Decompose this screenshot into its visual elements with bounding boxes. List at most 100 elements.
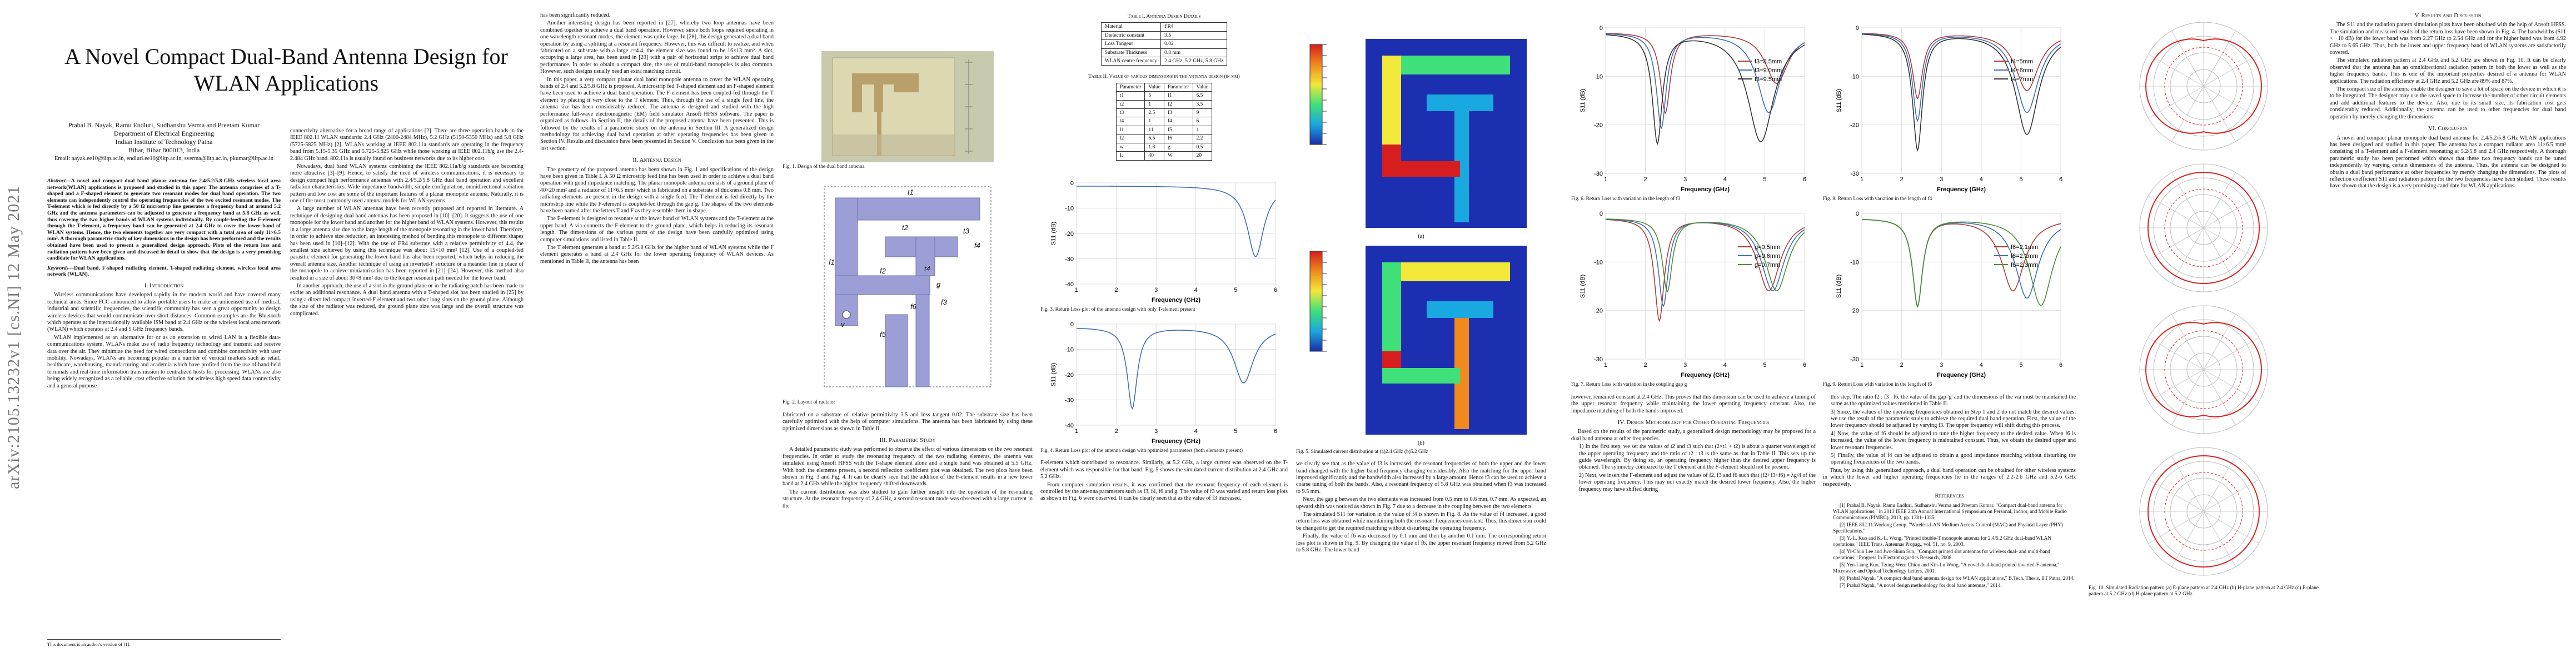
table-cell: 11: [1144, 125, 1164, 135]
y-tick-label: 0: [1600, 25, 1603, 32]
table-cell: Value: [1144, 82, 1164, 92]
x-tick-label: 3: [1940, 362, 1943, 369]
paper-title: A Novel Compact Dual-Band Antenna Design…: [64, 44, 508, 96]
table-cell: t3: [1115, 108, 1145, 118]
y-tick-label: -40: [1065, 422, 1074, 429]
curve: [1076, 327, 1275, 410]
legend-label: f4=6mm: [2011, 67, 2033, 74]
paragraph: this step. The ratio f2 : f3 : f6, the v…: [1831, 394, 2076, 407]
pattern-ring: [2164, 188, 2243, 267]
x-tick-label: 6: [1803, 362, 1806, 369]
y-tick-label: -20: [1850, 308, 1859, 315]
y-tick-label: 0: [1070, 321, 1073, 328]
x-tick-label: 2: [1900, 176, 1903, 183]
x-axis-label: Frequency (GHz): [1681, 372, 1730, 379]
y-tick-label: -10: [1065, 346, 1074, 353]
keywords-label: Keywords—: [47, 265, 74, 271]
column: (a) (b) Fig. 5. Simulated current distri…: [1296, 33, 1546, 555]
column: Fig. 1. Design of the dual band antenna …: [783, 51, 1033, 511]
column: Table I. Antenna Design Details Material…: [1040, 11, 1288, 504]
table-cell: 1: [1144, 99, 1164, 109]
x-tick-label: 5: [1234, 428, 1237, 435]
column: has been significantly reduced. Another …: [540, 12, 774, 266]
section-heading: III. Parametric Study: [879, 437, 936, 444]
figure-caption: Fig. 10. Simulated Radiation pattern (a)…: [2089, 585, 2319, 598]
pattern-curve: [2145, 38, 2262, 134]
pattern-curve: [2147, 171, 2260, 285]
table-row: Parameter Value Parameter Value: [1115, 82, 1213, 92]
figure-caption: Fig. 9. Return Loss with variation in th…: [1823, 382, 1932, 388]
figure-layout: t1 t2 t3 t4 f1 f2 f3 f4 f5 f6 g v: [824, 186, 991, 387]
table-cell: FR4: [1160, 22, 1228, 32]
section-heading: V. Results and Discussion: [2414, 12, 2482, 19]
x-tick-label: 4: [1194, 428, 1197, 435]
polar-spoke: [2148, 54, 2204, 87]
dimension-label: g: [936, 280, 941, 288]
dimension-label: f6: [910, 302, 917, 311]
table-cell: 2.5: [1144, 108, 1164, 118]
table-row: t1 5 f1 6.5: [1115, 91, 1213, 101]
paragraph: Wireless communications have developed r…: [47, 292, 281, 333]
polar-spoke: [2148, 337, 2204, 370]
table-cell: 20: [1192, 151, 1213, 161]
y-tick-label: -40: [1065, 281, 1074, 288]
table-cell: 2.2: [1192, 134, 1213, 143]
figure-caption: Fig. 6. Return Loss with variation in th…: [1571, 196, 1681, 202]
polar-spoke: [2203, 456, 2236, 512]
table-cell: f5: [1164, 125, 1193, 135]
list-item: 1) In the first step, we set the values …: [1579, 444, 1816, 471]
y-tick-label: -20: [1594, 122, 1603, 129]
affiliation: Indian Institute of Technology Patna: [115, 138, 213, 146]
table-cell: 3.5: [1192, 99, 1213, 109]
polar-spoke: [2203, 511, 2259, 544]
polar-spoke: [2203, 172, 2236, 228]
element: [1427, 94, 1493, 111]
table-cell: 3.5: [1160, 31, 1228, 41]
polar-plot: [2139, 22, 2268, 151]
curve: [1605, 34, 1805, 146]
paragraph: In another approach, the use of a slot i…: [290, 282, 524, 317]
polar-spoke: [2203, 86, 2259, 118]
color-scale: [1309, 44, 1323, 145]
y-axis-label: S11 (dB): [1836, 275, 1842, 298]
x-tick-label: 1: [1074, 428, 1078, 435]
polar-spoke: [2171, 86, 2204, 142]
x-axis-label: Frequency (GHz): [1151, 297, 1200, 303]
paragraph: From computer simulation results, it was…: [1040, 481, 1288, 502]
keywords: Keywords—Dual band, F-shaped radiating e…: [47, 265, 281, 278]
table-cell: 1: [1144, 117, 1164, 126]
keywords-text: Dual band, F-shaped radiating element, T…: [47, 265, 281, 278]
y-axis-label: S11 (dB): [1050, 221, 1057, 245]
x-tick-label: 1: [1604, 176, 1607, 183]
x-tick-label: 2: [1114, 287, 1118, 293]
plot-area: [1861, 213, 2061, 360]
legend-label: f3=9.0mm: [1755, 67, 1782, 74]
table-cell: 1: [1192, 125, 1213, 135]
polar-spoke: [2171, 31, 2204, 87]
figure-caption: Fig. 1. Design of the dual band antenna: [783, 164, 865, 170]
y-tick-label: 0: [1600, 211, 1603, 217]
x-axis-label: Frequency (GHz): [1151, 438, 1200, 445]
paragraph: F-element which contributed to resonance…: [1040, 460, 1288, 480]
table-cell: w: [1115, 142, 1145, 152]
y-axis-label: S11 (dB): [1050, 363, 1057, 387]
authors: Prabal B. Nayak, Ramu Endluri, Sudhanshu…: [68, 121, 260, 129]
polar-plot: [2139, 305, 2268, 434]
polar-plot: [2139, 447, 2268, 576]
polar-spoke: [2203, 227, 2259, 260]
abstract: Abstract—A novel and compact dual band p…: [47, 178, 281, 262]
table-cell: Value: [1192, 82, 1213, 92]
polar-spoke: [2148, 369, 2204, 402]
paragraph: The T element generates a band at 5.2/5.…: [540, 245, 774, 265]
y-tick-label: 0: [1855, 25, 1858, 32]
footnote: This document is an author's version of …: [47, 639, 281, 647]
polar-spoke: [2203, 337, 2259, 370]
list-item: 2) Next, we insert the F-element and adj…: [1579, 472, 1816, 492]
table-row: t2 1 f2 3.5: [1115, 99, 1213, 109]
polar-spoke: [2171, 314, 2204, 370]
plot-area: [1861, 27, 2061, 174]
table-cell: Material: [1100, 22, 1162, 32]
paragraph: however, remained constant at 2.4 GHz. T…: [1571, 394, 1816, 414]
polar-spoke: [2203, 369, 2236, 425]
polar-spoke: [2148, 479, 2204, 512]
